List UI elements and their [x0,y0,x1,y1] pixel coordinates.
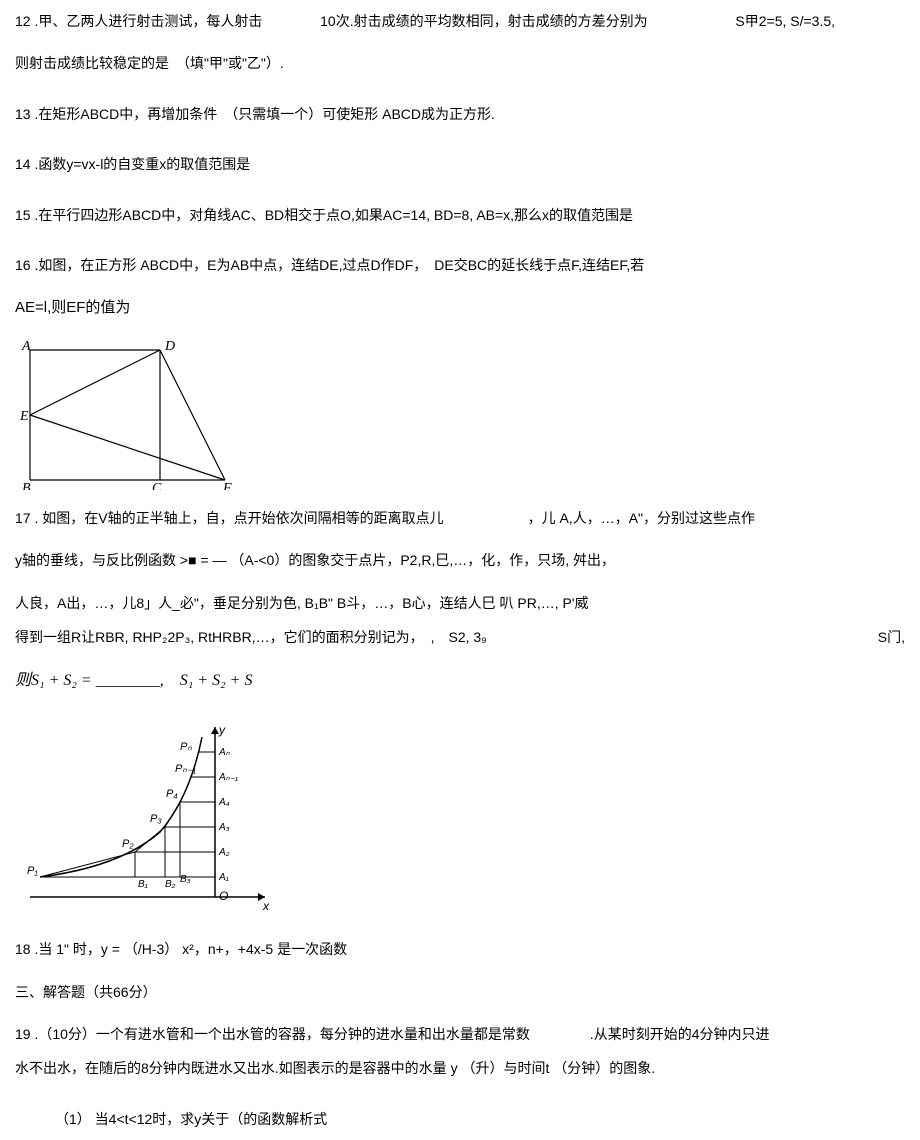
q12-text-a: 12 .甲、乙两人进行射击测试，每人射击 [15,13,262,29]
svg-text:O: O [219,889,228,903]
q12-line2: 则射击成绩比较稳定的是 （填"甲"或"乙"）. [15,52,905,74]
q12-text-c: S甲2=5, S/=3.5, [735,13,835,29]
svg-text:A₃: A₃ [218,822,230,833]
q16-line1: 16 .如图，在正方形 ABCD中，E为AB中点，连结DE,过点D作DF， DE… [15,254,905,276]
svg-text:P₃: P₃ [150,813,162,825]
svg-text:B₂: B₂ [165,879,176,890]
q17-formula: 则S₁ + S₂ = ________, S₁ + S₂ + S [15,668,905,694]
q17-line4-b: S门, [878,626,905,648]
svg-text:F: F [222,481,232,490]
section3-heading: 三、解答题（共66分） [15,981,905,1003]
q18-text: 18 .当 1" 时，y = （/H-3） x²，n+，+4x-5 是一次函数 [15,938,905,960]
q16-line2: AE=l,则EF的值为 [15,296,905,320]
q17-line4-a: 得到一组R让RBR, RHP₂2P₃, RtHRBR,…，它们的面积分别记为， … [15,629,487,645]
q12-text-b: 10次.射击成绩的平均数相同，射击成绩的方差分别为 [320,13,647,29]
svg-text:x: x [262,899,270,913]
svg-text:y: y [218,723,226,737]
q15-text: 15 .在平行四边形ABCD中，对角线AC、BD相交于点O,如果AC=14, B… [15,204,905,226]
svg-text:E: E [20,409,29,424]
svg-text:A₁: A₁ [218,872,229,883]
q19-line1: 19 .（10分）一个有进水管和一个出水管的容器，每分钟的进水量和出水量都是常数… [15,1023,905,1045]
svg-text:B₁: B₁ [138,879,148,890]
svg-text:Aₙ₋₁: Aₙ₋₁ [218,772,238,783]
q17-line4: 得到一组R让RBR, RHP₂2P₃, RtHRBR,…，它们的面积分别记为， … [15,626,905,648]
q12-line1: 12 .甲、乙两人进行射击测试，每人射击 10次.射击成绩的平均数相同，射击成绩… [15,10,905,32]
q19-sub1: （1） 当4<t<12时，求y关于（的函数解析式 [15,1108,905,1130]
q13-text: 13 .在矩形ABCD中，再增加条件 （只需填一个）可使矩形 ABCD成为正方形… [15,103,905,125]
q19-line1-a: 19 .（10分）一个有进水管和一个出水管的容器，每分钟的进水量和出水量都是常数 [15,1026,530,1042]
figure-hyperbola: y x O P₁ P₂ P₃ P₄ Pₙ₋₁ Pₙ B₁ B₂ B₃ A₁ A₂… [20,722,905,928]
q17-line3: 人良，A出，…，儿8」人_必"，垂足分别为色, B₁B" B斗，…，B心，连结人… [15,592,905,614]
q19-line1-b: .从某时刻开始的4分钟内只进 [534,1026,770,1042]
svg-text:B: B [22,481,31,490]
q17-line1-a: 17 . 如图，在V轴的正半轴上，自，点开始依次间隔相等的距离取点儿 ，儿 A,… [15,510,755,526]
q17-line1: 17 . 如图，在V轴的正半轴上，自，点开始依次间隔相等的距离取点儿 ，儿 A,… [15,507,905,529]
svg-text:D: D [164,340,175,354]
svg-text:P₄: P₄ [166,788,178,800]
svg-text:C: C [152,481,162,490]
q17-line2: y轴的垂线，与反比例函数 >■ = — （A-<0）的图象交于点片，P2,R,巳… [15,549,905,571]
svg-text:A₂: A₂ [218,847,230,858]
svg-text:P₂: P₂ [122,838,134,850]
svg-text:Aₙ: Aₙ [218,747,231,758]
svg-text:Pₙ: Pₙ [180,741,192,753]
figure-square-def: A D E B C F [20,340,905,496]
svg-text:Pₙ₋₁: Pₙ₋₁ [175,763,197,775]
q19-line2: 水不出水，在随后的8分钟内既进水又出水.如图表示的是容器中的水量 y （升）与时… [15,1057,905,1079]
svg-text:A₄: A₄ [218,797,230,808]
svg-text:B₃: B₃ [180,874,191,885]
svg-text:P₁: P₁ [27,865,38,877]
svg-text:A: A [21,340,31,354]
q14-text: 14 .函数y=vx-l的自变重x的取值范围是 [15,153,905,175]
